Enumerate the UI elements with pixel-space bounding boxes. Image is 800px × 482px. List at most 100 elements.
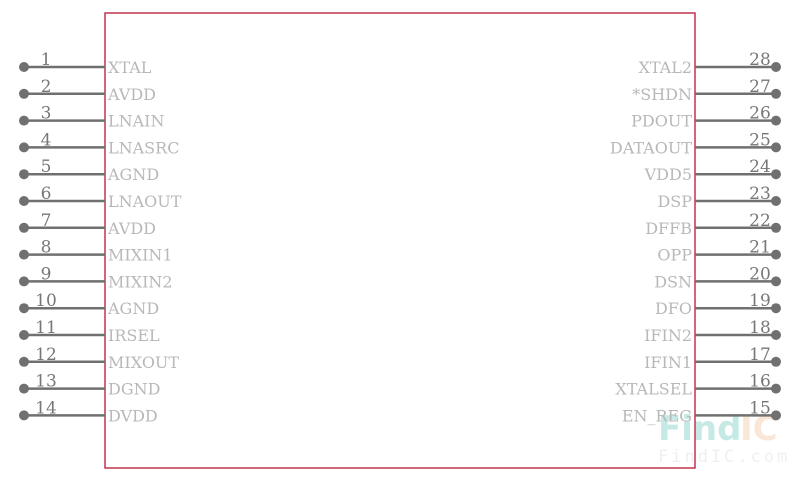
pin-number: 11 [35, 318, 57, 338]
pin-name: IFIN2 [644, 326, 692, 345]
pin-4: 4 LNASRC [19, 130, 179, 157]
pin-17: 17 IFIN1 [644, 345, 781, 372]
pin-dot [771, 356, 781, 367]
pin-dot [19, 383, 29, 394]
pin-dot [771, 142, 781, 153]
pin-20: 20 DSN [654, 264, 781, 291]
pin-dot [771, 196, 781, 206]
pin-name: MIXOUT [108, 353, 179, 372]
pin-number: 25 [749, 130, 771, 150]
pin-dot [771, 115, 781, 126]
pin-13: 13 DGND [19, 372, 160, 399]
pin-name: XTAL [108, 58, 152, 77]
pin-number: 12 [35, 345, 57, 365]
pin-number: 26 [749, 104, 771, 124]
pin-name: DSP [657, 192, 692, 211]
pin-name: *SHDN [632, 85, 692, 104]
pin-dot [771, 222, 781, 233]
pin-name: LNAIN [108, 112, 165, 131]
pin-number: 24 [749, 157, 771, 177]
pin-dot [19, 222, 29, 233]
pin-dot [19, 196, 29, 206]
pin-name: PDOUT [631, 112, 692, 131]
pin-25: 25 DATAOUT [610, 130, 781, 157]
pin-dot [19, 330, 29, 340]
pin-6: 6 LNAOUT [19, 184, 182, 211]
pin-name: IRSEL [108, 326, 160, 345]
pin-name: DVDD [108, 406, 158, 425]
pin-dot [771, 249, 781, 260]
pin-3: 3 LNAIN [19, 104, 165, 131]
pin-name: IFIN1 [644, 353, 692, 372]
pin-number: 15 [749, 398, 771, 418]
pin-dot [771, 410, 781, 421]
pin-name: XTAL2 [638, 58, 692, 77]
pin-dot [19, 169, 29, 180]
pin-name: OPP [657, 246, 692, 265]
pin-15: 15 EN_REG [622, 398, 781, 425]
pin-14: 14 DVDD [19, 398, 158, 425]
pin-number: 18 [749, 318, 771, 338]
pin-name: AVDD [107, 219, 156, 238]
pin-11: 11 IRSEL [19, 318, 160, 345]
pin-number: 5 [41, 157, 52, 177]
pin-number: 17 [749, 345, 771, 365]
pin-number: 27 [749, 77, 771, 97]
pin-1: 1 XTAL [19, 50, 152, 77]
pin-dot [771, 276, 781, 287]
pin-number: 23 [749, 184, 771, 204]
pin-number: 6 [41, 184, 52, 204]
pin-dot [771, 169, 781, 180]
pin-name: EN_REG [622, 406, 692, 425]
pin-dot [19, 303, 29, 314]
pin-23: 23 DSP [657, 184, 781, 211]
pin-27: 27 *SHDN [632, 77, 781, 104]
pin-dot [19, 142, 29, 153]
pin-number: 1 [41, 50, 52, 70]
pin-number: 8 [41, 238, 52, 258]
watermark-url: FindIC.com [658, 447, 790, 467]
pin-dot [771, 62, 781, 72]
pin-dot [19, 276, 29, 287]
pin-name: DGND [108, 380, 160, 399]
pin-22: 22 DFFB [645, 211, 781, 238]
pin-number: 2 [41, 77, 52, 97]
pin-dot [19, 356, 29, 367]
pin-8: 8 MIXIN1 [19, 238, 173, 265]
pin-24: 24 VDD5 [644, 157, 781, 184]
pin-name: MIXIN1 [108, 246, 173, 265]
pin-dot [19, 249, 29, 260]
pin-dot [19, 410, 29, 421]
component-body [104, 12, 696, 469]
pin-2: 2 AVDD [19, 77, 156, 104]
pin-number: 22 [749, 211, 771, 231]
pin-number: 28 [749, 50, 771, 70]
pin-name: DATAOUT [610, 138, 692, 157]
pin-number: 10 [35, 291, 57, 311]
pin-12: 12 MIXOUT [19, 345, 179, 372]
pin-name: AGND [107, 165, 159, 184]
pin-number: 19 [749, 291, 771, 311]
pin-5: 5 AGND [19, 157, 159, 184]
pin-number: 13 [35, 372, 57, 392]
pin-name: AVDD [107, 85, 156, 104]
pin-7: 7 AVDD [19, 211, 156, 238]
pin-28: 28 XTAL2 [638, 50, 781, 77]
pin-10: 10 AGND [19, 291, 159, 318]
pin-name: LNAOUT [108, 192, 182, 211]
pin-dot [19, 88, 29, 99]
pin-number: 16 [749, 372, 771, 392]
pin-name: LNASRC [108, 138, 179, 157]
pin-number: 4 [41, 130, 52, 150]
pin-26: 26 PDOUT [631, 104, 781, 131]
pin-dot [771, 303, 781, 314]
pin-number: 20 [749, 264, 771, 284]
pin-19: 19 DFO [655, 291, 781, 318]
pin-name: DSN [654, 272, 692, 291]
pin-name: VDD5 [644, 165, 692, 184]
pin-name: DFFB [645, 219, 692, 238]
pin-name: DFO [655, 299, 692, 318]
pin-number: 21 [749, 238, 771, 258]
pin-dot [771, 88, 781, 99]
